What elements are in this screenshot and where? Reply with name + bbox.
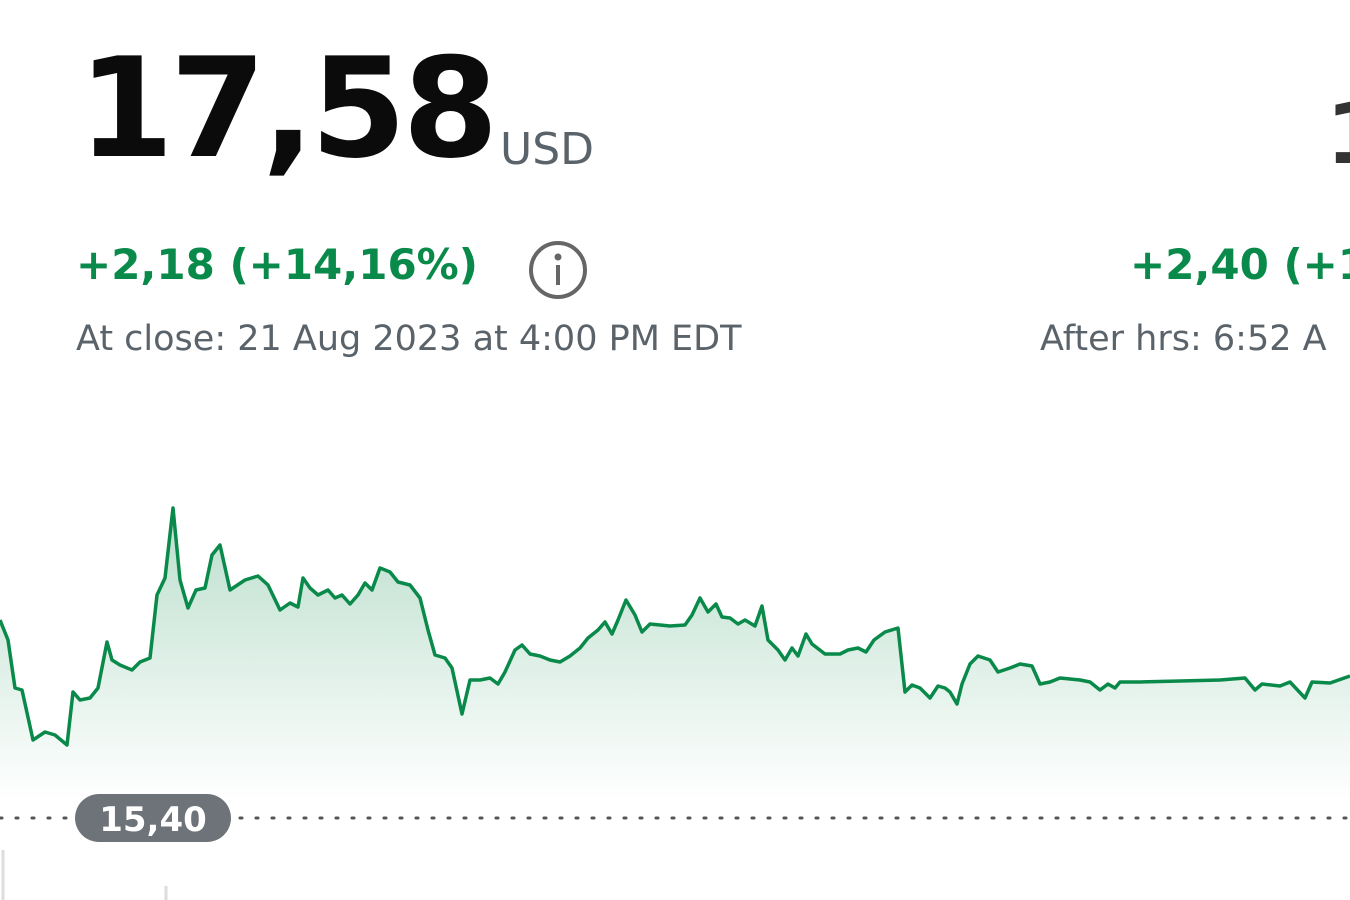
close-time: At close: 21 Aug 2023 at 4:00 PM EDT: [76, 319, 742, 359]
after-hours-time: After hrs: 6:52 A: [1040, 319, 1327, 359]
after-hours-price: 1: [1326, 92, 1350, 176]
previous-close-badge: [75, 794, 231, 842]
previous-close-label: 15,40: [99, 800, 207, 840]
currency: USD: [500, 124, 595, 175]
after-hours-change: +2,40 (+1: [1130, 240, 1350, 289]
price-change: +2,18 (+14,16%): [76, 240, 478, 289]
price-line: [0, 506, 1350, 747]
price-area: [0, 508, 1350, 800]
price: 17,58: [78, 28, 499, 189]
info-icon[interactable]: [529, 241, 587, 299]
info-dot: [554, 253, 562, 261]
